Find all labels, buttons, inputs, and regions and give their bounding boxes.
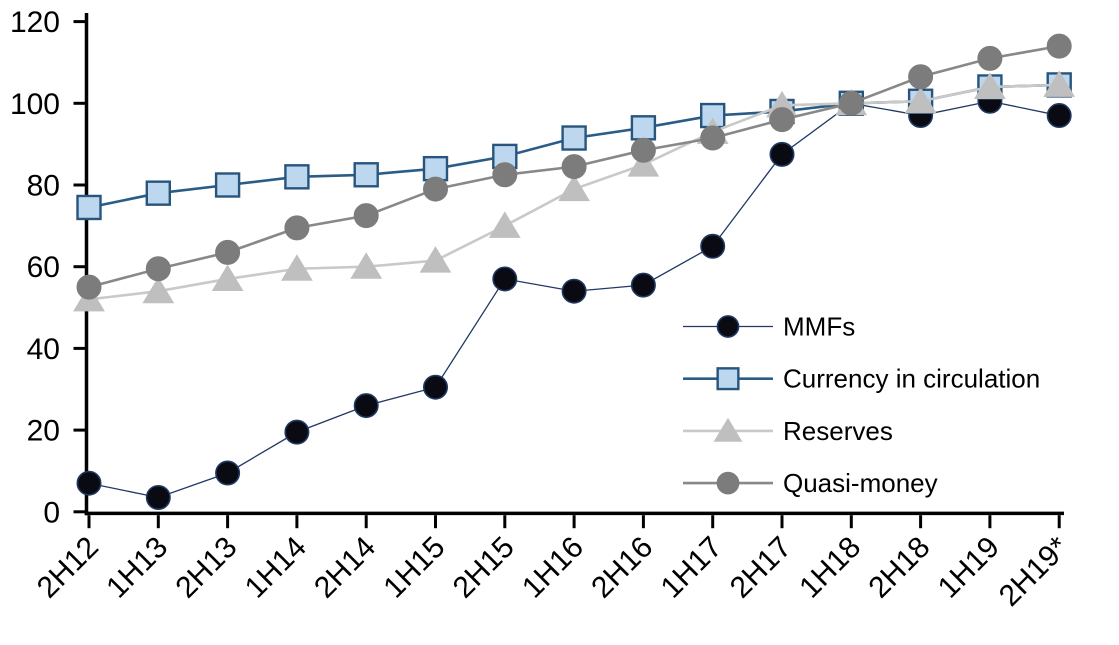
x-tick-label-2h17: 2H17	[724, 531, 798, 605]
marker-circle-quasi-money	[700, 125, 726, 151]
marker-circle-mmfs	[76, 470, 102, 496]
marker-circle-quasi-money	[284, 215, 310, 241]
marker-circle-mmfs	[422, 374, 448, 400]
marker-circle-quasi-money	[145, 256, 171, 282]
x-tick-label-1h17: 1H17	[655, 531, 729, 605]
x-tick-label-2h13: 2H13	[170, 531, 244, 605]
marker-circle-mmfs	[630, 272, 656, 298]
y-tick-label-80: 80	[27, 170, 60, 203]
marker-square-currency-in-circulation	[630, 115, 657, 141]
marker-circle-mmfs	[145, 485, 171, 511]
legend-marker-circle-icon	[716, 315, 740, 338]
legend: MMFs Currency in circulation Reserves Quasi…	[683, 312, 1040, 498]
marker-circle-mmfs	[215, 460, 241, 486]
marker-circle-quasi-money	[977, 45, 1003, 71]
marker-circle-quasi-money	[908, 64, 934, 90]
marker-triangle-reserves	[974, 72, 1006, 99]
legend-marker-square-icon	[716, 367, 740, 391]
legend-item-currency-in-circulation: Currency in circulation	[683, 364, 1040, 394]
marker-circle-quasi-money	[630, 137, 656, 163]
marker-circle-quasi-money	[422, 176, 448, 202]
marker-triangle-reserves	[211, 264, 244, 291]
marker-square-currency-in-circulation	[353, 162, 379, 188]
marker-square-currency-in-circulation	[76, 194, 102, 221]
marker-square-currency-in-circulation	[145, 180, 172, 206]
legend-marker-circle-icon	[716, 471, 740, 495]
legend-item-mmfs: MMFs	[683, 312, 855, 342]
marker-circle-quasi-money	[769, 107, 795, 133]
legend-item-reserves: Reserves	[683, 416, 893, 446]
marker-circle-quasi-money	[215, 239, 241, 265]
x-tick-label-2h19: 2H19*	[993, 530, 1076, 613]
marker-circle-mmfs	[769, 141, 795, 167]
x-tick-label-2h16: 2H16	[585, 531, 659, 605]
x-tick-label-1h18: 1H18	[793, 531, 867, 605]
x-tick-label-2h18: 2H18	[863, 531, 937, 605]
marker-circle-mmfs	[700, 233, 726, 259]
marker-triangle-reserves	[627, 150, 660, 177]
marker-square-currency-in-circulation	[214, 172, 241, 198]
marker-triangle-reserves	[558, 174, 590, 202]
x-tick-label-2h12: 2H12	[31, 531, 105, 605]
marker-square-currency-in-circulation	[561, 125, 587, 151]
x-tick-label-1h19: 1H19	[932, 531, 1006, 605]
x-tick-label-1h15: 1H15	[377, 531, 451, 605]
legend-label-quasi-money: Quasi-money	[783, 468, 938, 498]
marker-circle-mmfs	[561, 278, 587, 304]
marker-circle-mmfs	[284, 419, 310, 445]
marker-circle-quasi-money	[492, 162, 518, 188]
series-quasi-money	[76, 33, 1072, 300]
marker-triangle-reserves	[904, 86, 937, 114]
x-tick-label-1h13: 1H13	[100, 531, 174, 605]
marker-circle-quasi-money	[838, 90, 864, 116]
marker-circle-mmfs	[353, 393, 379, 419]
marker-circle-quasi-money	[76, 274, 102, 300]
x-tick-label-1h16: 1H16	[516, 531, 590, 605]
marker-triangle-reserves	[419, 246, 452, 273]
legend-label-reserves: Reserves	[783, 416, 893, 446]
marker-triangle-reserves	[142, 276, 175, 304]
marker-circle-mmfs	[1046, 103, 1072, 129]
x-tick-label-1h14: 1H14	[239, 531, 313, 605]
legend-marker-triangle-icon	[713, 417, 743, 442]
marker-square-currency-in-circulation	[284, 164, 310, 190]
marker-circle-quasi-money	[353, 203, 379, 229]
y-tick-label-100: 100	[10, 88, 60, 121]
legend-label-currency-in-circulation: Currency in circulation	[783, 364, 1040, 394]
marker-circle-quasi-money	[1046, 33, 1072, 59]
y-tick-label-0: 0	[43, 496, 60, 529]
marker-circle-quasi-money	[561, 154, 587, 180]
marker-triangle-reserves	[488, 211, 521, 238]
y-tick-label-120: 120	[10, 6, 60, 39]
marker-triangle-reserves	[281, 254, 313, 281]
y-tick-label-60: 60	[27, 251, 60, 284]
marker-circle-mmfs	[492, 266, 518, 292]
y-tick-label-40: 40	[27, 333, 60, 366]
legend-item-quasi-money: Quasi-money	[683, 468, 938, 498]
legend-label-mmfs: MMFs	[783, 312, 855, 342]
x-tick-label-2h14: 2H14	[308, 531, 382, 605]
y-tick-label-20: 20	[27, 415, 60, 448]
marker-triangle-reserves	[1043, 70, 1076, 97]
marker-triangle-reserves	[350, 252, 383, 279]
x-tick-label-2h15: 2H15	[447, 531, 521, 605]
series-mmfs	[76, 88, 1072, 511]
